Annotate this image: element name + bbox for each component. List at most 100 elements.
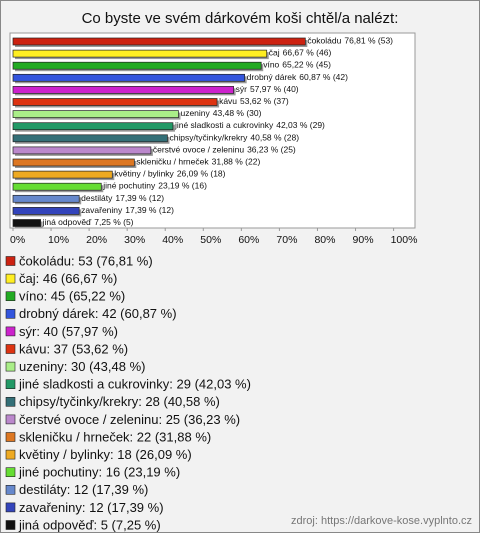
legend-swatch xyxy=(5,520,16,530)
legend-swatch xyxy=(5,256,16,266)
value-label: 43,48 % (30) xyxy=(213,108,262,118)
bar xyxy=(12,110,179,118)
legend-label: skleničku / hrneček: 22 (31,88 %) xyxy=(19,429,211,444)
category-label: drobný dárek xyxy=(247,72,297,82)
value-label: 40,58 % (28) xyxy=(250,133,299,143)
value-label: 17,39 % (12) xyxy=(125,205,174,215)
legend-label: čokoládu: 53 (76,81 %) xyxy=(19,253,153,268)
bar-label: jiné pochutiny 23,19 % (16) xyxy=(102,181,207,191)
bar-label: drobný dárek 60,87 % (42) xyxy=(247,72,348,82)
x-tick-label: 90% xyxy=(353,234,374,246)
x-tick-label: 30% xyxy=(124,234,145,246)
bar-label: zavařeniny 17,39 % (12) xyxy=(81,205,174,215)
category-label: jiné pochutiny xyxy=(102,181,156,191)
legend-swatch xyxy=(5,291,16,302)
category-label: víno xyxy=(263,60,279,70)
bar-label: čerstvé ovoce / zeleninu 36,23 % (25) xyxy=(153,145,296,155)
bar-label: destiláty 17,39 % (12) xyxy=(81,193,164,203)
category-label: chipsy/tyčinky/krekry xyxy=(169,133,248,143)
bar-label: víno 65,22 % (45) xyxy=(263,60,331,70)
value-label: 60,87 % (42) xyxy=(299,72,348,82)
category-label: jiné sladkosti a cukrovinky xyxy=(174,120,274,130)
legend-swatch xyxy=(5,379,16,390)
legend-label: víno: 45 (65,22 %) xyxy=(19,289,125,304)
bar xyxy=(12,194,80,203)
legend-label: jiná odpověď: 5 (7,25 %) xyxy=(18,517,161,532)
legend-label: čaj: 46 (66,67 %) xyxy=(19,271,117,286)
legend-swatch xyxy=(5,414,16,425)
bar-label: čokoládu 76,81 % (53) xyxy=(307,36,393,46)
legend-label: čerstvé ovoce / zeleninu: 25 (36,23 %) xyxy=(19,412,240,427)
bar xyxy=(12,134,168,143)
value-label: 57,97 % (40) xyxy=(250,84,299,94)
value-label: 76,81 % (53) xyxy=(344,36,393,46)
bar xyxy=(12,61,262,70)
legend-label: jiné sladkosti a cukrovinky: 29 (42,03 %… xyxy=(18,377,251,392)
x-tick-label: 20% xyxy=(86,234,107,246)
category-label: čaj xyxy=(269,48,280,58)
bar xyxy=(12,182,102,191)
bar xyxy=(12,49,268,58)
bar-label: čaj 66,67 % (46) xyxy=(269,48,332,58)
legend-swatch xyxy=(5,484,16,495)
legend-swatch xyxy=(5,344,16,354)
legend-label: destiláty: 12 (17,39 %) xyxy=(19,482,148,497)
bar xyxy=(12,146,152,155)
legend-label: květiny / bylinky: 18 (26,09 %) xyxy=(19,447,192,462)
category-label: jiná odpověď xyxy=(42,217,92,227)
value-label: 66,67 % (46) xyxy=(283,48,332,58)
value-label: 36,23 % (25) xyxy=(247,145,296,155)
bar-label: květiny / bylinky 26,09 % (18) xyxy=(114,169,225,179)
x-tick-label: 100% xyxy=(391,234,418,246)
category-label: květiny / bylinky xyxy=(114,169,174,179)
category-label: destiláty xyxy=(81,193,113,203)
category-label: sýr xyxy=(236,84,248,94)
legend-label: sýr: 40 (57,97 %) xyxy=(19,324,118,339)
category-label: kávu xyxy=(219,96,237,106)
bar-label: uzeniny 43,48 % (30) xyxy=(180,108,261,118)
value-label: 7,25 % (5) xyxy=(94,217,133,227)
x-tick-label: 80% xyxy=(314,234,335,246)
bar-label: skleničku / hrneček 31,88 % (22) xyxy=(136,157,260,167)
bar xyxy=(12,98,218,106)
legend-label: kávu: 37 (53,62 %) xyxy=(19,341,128,356)
bar xyxy=(12,86,234,94)
legend-swatch xyxy=(5,502,16,513)
legend-swatch xyxy=(5,396,16,407)
value-label: 31,88 % (22) xyxy=(212,157,261,167)
category-label: skleničku / hrneček xyxy=(136,157,209,167)
value-label: 65,22 % (45) xyxy=(282,60,331,70)
legend-label: zavařeniny: 12 (17,39 %) xyxy=(19,500,164,515)
bar xyxy=(12,73,246,82)
legend-swatch xyxy=(5,273,16,284)
legend-swatch xyxy=(5,467,16,478)
bar-label: chipsy/tyčinky/krekry 40,58 % (28) xyxy=(169,133,299,143)
x-tick-label: 0% xyxy=(10,234,25,246)
category-label: zavařeniny xyxy=(81,205,123,215)
legend-swatch xyxy=(5,449,16,460)
x-tick-label: 10% xyxy=(48,234,69,246)
bar-label: kávu 53,62 % (37) xyxy=(219,96,289,106)
bar-label: jiná odpověď 7,25 % (5) xyxy=(42,217,134,227)
bar xyxy=(12,170,113,179)
legend-label: drobný dárek: 42 (60,87 %) xyxy=(19,306,177,321)
category-label: uzeniny xyxy=(180,108,210,118)
x-tick-label: 50% xyxy=(200,234,221,246)
category-label: čokoládu xyxy=(307,36,341,46)
chart-title: Co byste ve svém dárkovém koši chtěl/a n… xyxy=(82,10,399,27)
legend-swatch xyxy=(5,361,16,372)
legend-label: jiné pochutiny: 16 (23,19 %) xyxy=(18,465,180,480)
bar xyxy=(12,207,80,215)
source: zdroj: https://darkove-kose.vyplnto.cz xyxy=(291,515,472,527)
legend-label: uzeniny: 30 (43,48 %) xyxy=(19,359,145,374)
value-label: 42,03 % (29) xyxy=(276,120,325,130)
value-label: 17,39 % (12) xyxy=(115,193,164,203)
legend-swatch xyxy=(5,308,16,319)
value-label: 23,19 % (16) xyxy=(158,181,207,191)
bar-label: sýr 57,97 % (40) xyxy=(236,84,299,94)
bar-label: jiné sladkosti a cukrovinky 42,03 % (29) xyxy=(174,120,325,130)
value-label: 26,09 % (18) xyxy=(177,169,226,179)
legend-label: chipsy/tyčinky/krekry: 28 (40,58 %) xyxy=(19,394,220,409)
bar xyxy=(12,122,174,131)
